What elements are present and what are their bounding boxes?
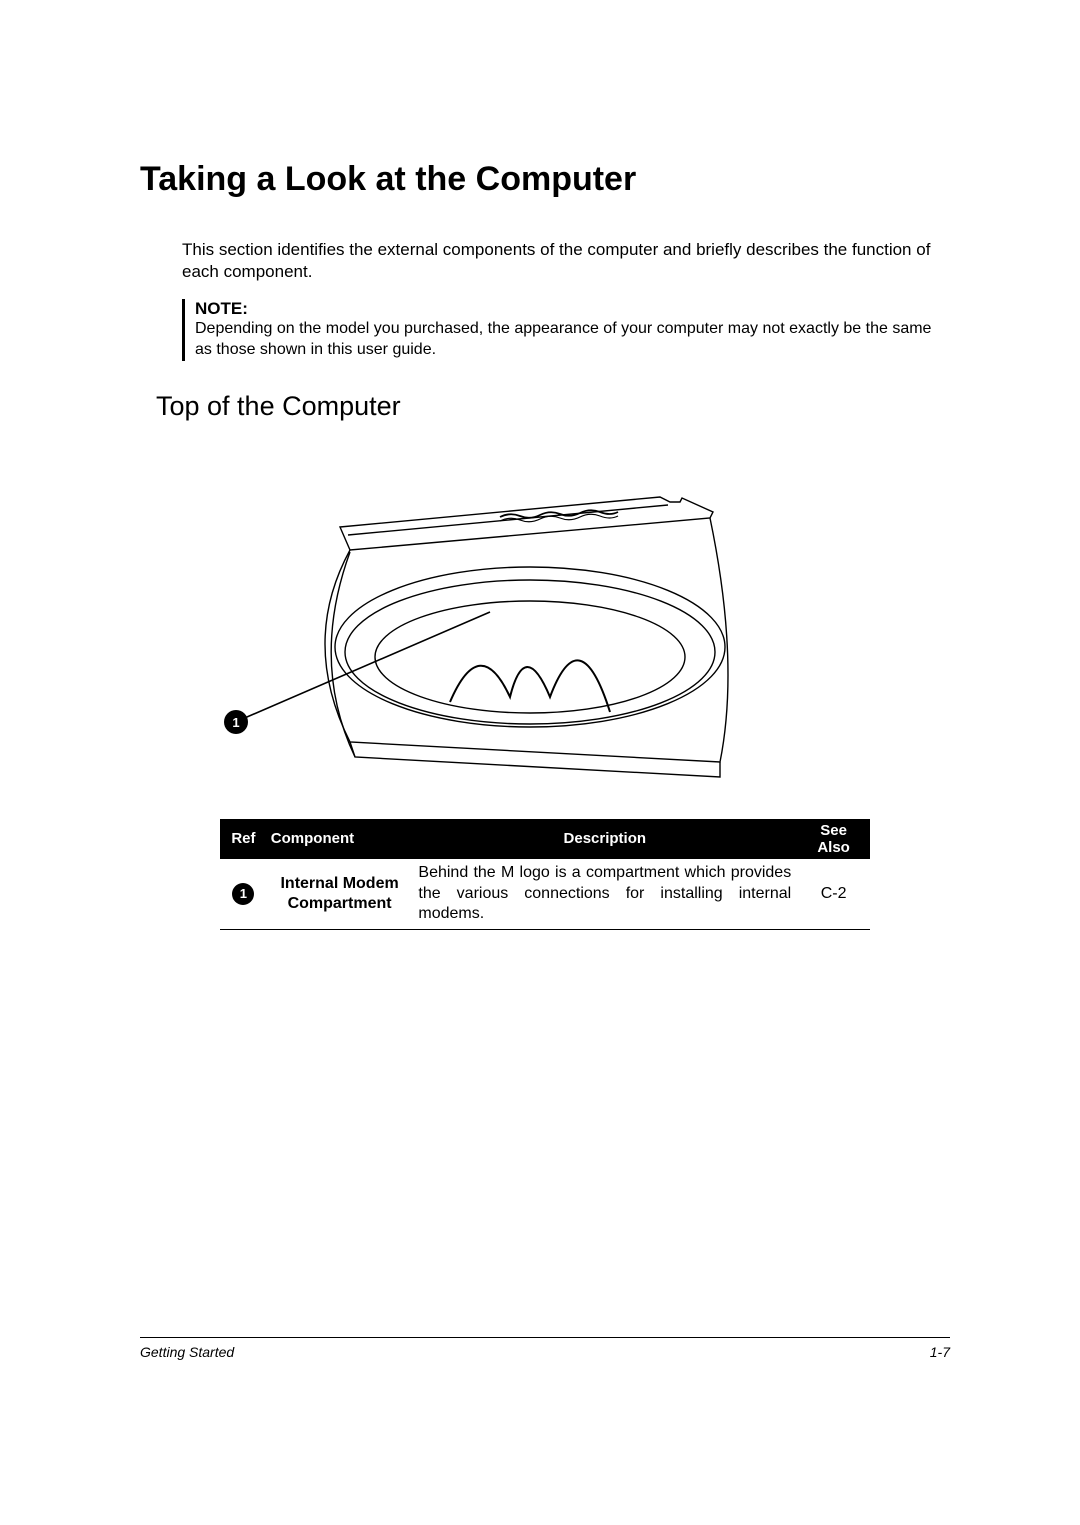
col-ref: Ref: [220, 819, 267, 859]
callout-ref-1: 1: [232, 715, 239, 730]
see-also-ref: C-2: [797, 859, 870, 930]
footer-page-number: 1-7: [930, 1344, 950, 1360]
footer-section: Getting Started: [140, 1344, 234, 1360]
component-name: Internal Modem Compartment: [267, 859, 413, 930]
note-body: Depending on the model you purchased, th…: [195, 319, 950, 361]
col-component: Component: [267, 819, 413, 859]
computer-diagram: 1: [220, 462, 950, 807]
ref-badge: 1: [232, 883, 254, 905]
note-title: NOTE:: [195, 299, 950, 319]
page-footer: Getting Started 1-7: [140, 1337, 950, 1360]
component-table: Ref Component Description See Also 1 Int…: [220, 819, 870, 930]
table-row: 1 Internal Modem Compartment Behind the …: [220, 859, 870, 930]
page-heading: Taking a Look at the Computer: [140, 160, 950, 199]
component-description: Behind the M logo is a compartment which…: [412, 859, 797, 930]
col-description: Description: [412, 819, 797, 859]
note-block: NOTE: Depending on the model you purchas…: [182, 299, 950, 361]
intro-paragraph: This section identifies the external com…: [182, 239, 950, 283]
subheading: Top of the Computer: [156, 391, 950, 422]
col-see-also: See Also: [797, 819, 870, 859]
